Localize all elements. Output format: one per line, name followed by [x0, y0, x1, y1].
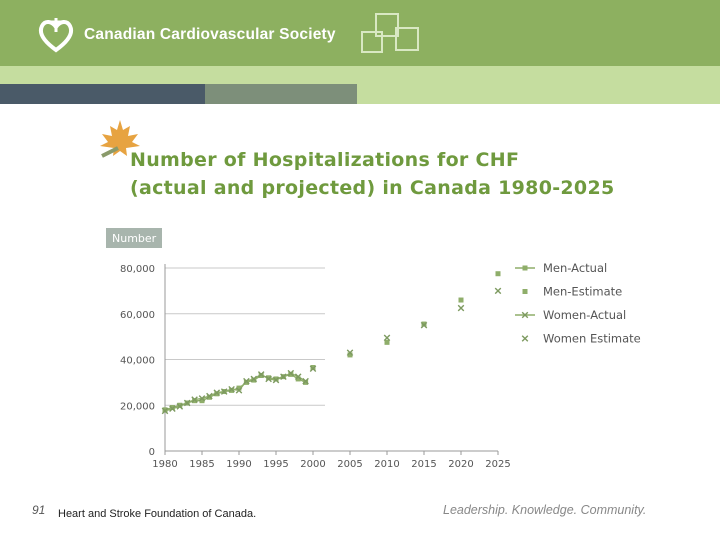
x-tick-label: 2015: [411, 459, 436, 470]
heart-logo-icon: [38, 18, 74, 53]
y-tick-label: 40,000: [120, 356, 155, 367]
slide-number: 91: [32, 503, 46, 517]
data-point-2: [206, 392, 213, 400]
legend-label: Men-Estimate: [543, 285, 622, 299]
ylabel-box: [106, 228, 162, 248]
data-point-0: [273, 376, 279, 382]
data-point-2: [220, 388, 228, 395]
data-point-0: [258, 373, 264, 379]
data-point-0: [206, 394, 212, 400]
legend-marker: [521, 335, 529, 342]
x-tick-label: 1990: [226, 459, 251, 470]
slide-title: Number of Hospitalizations for CHF (actu…: [130, 146, 615, 202]
y-tick-label: 0: [149, 447, 155, 458]
data-point-1: [347, 352, 353, 358]
data-point-2: [235, 387, 243, 394]
legend-marker: [522, 265, 528, 271]
data-point-3: [383, 334, 391, 342]
data-point-0: [169, 405, 175, 411]
x-tick-label: 2000: [300, 459, 325, 470]
data-point-2: [169, 405, 176, 412]
header-stripe-mid: [205, 84, 357, 104]
data-point-0: [266, 375, 272, 381]
header-stripe-light: [0, 66, 720, 84]
data-point-2: [176, 403, 184, 410]
data-point-0: [229, 387, 235, 393]
source-note: Heart and Stroke Foundation of Canada.: [58, 508, 257, 520]
data-point-0: [214, 391, 220, 397]
data-point-3: [420, 321, 428, 329]
data-point-1: [495, 271, 501, 277]
data-point-2: [243, 377, 250, 385]
data-point-1: [421, 321, 427, 327]
legend-label: Men-Actual: [543, 261, 607, 275]
y-tick-label: 20,000: [120, 401, 155, 412]
x-tick-label: 2005: [337, 459, 362, 470]
maple-leaf-icon: [100, 120, 140, 158]
data-point-1: [310, 365, 316, 371]
y-tick-label: 60,000: [120, 310, 155, 321]
x-tick-label: 2025: [485, 459, 510, 470]
x-tick-label: 2010: [374, 459, 399, 470]
data-point-2: [191, 396, 198, 403]
header-bar: Canadian Cardiovascular Society: [0, 0, 720, 66]
data-point-2: [280, 373, 287, 380]
data-point-2: [250, 375, 258, 383]
title-line-1: Number of Hospitalizations for CHF: [130, 149, 520, 171]
data-point-2: [183, 399, 191, 407]
legend-label: Women-Actual: [543, 308, 626, 322]
org-name: Canadian Cardiovascular Society: [84, 26, 336, 43]
y-axis-label: Number: [112, 232, 157, 245]
title-line-2: (actual and projected) in Canada 1980-20…: [130, 177, 615, 199]
data-point-2: [287, 369, 295, 377]
data-point-2: [257, 371, 265, 378]
data-point-3: [309, 365, 317, 372]
header-stripe-pale: [357, 84, 720, 104]
data-point-0: [243, 379, 249, 385]
data-point-2: [161, 407, 169, 415]
tagline: Leadership. Knowledge. Community.: [443, 503, 647, 517]
decorative-squares-icon: [361, 13, 419, 53]
data-point-0: [288, 371, 294, 377]
data-point-0: [295, 376, 301, 382]
legend-marker: [521, 311, 529, 319]
hospitalizations-chart: Number 0 20,000 40,000 60,000 80,000 1980 1985 1…: [106, 228, 641, 470]
data-point-0: [162, 407, 168, 413]
x-tick-label: 1980: [152, 459, 177, 470]
data-point-3: [346, 349, 354, 356]
data-point-2: [228, 385, 235, 393]
legend-label: Women Estimate: [543, 332, 641, 346]
x-tick-label: 1985: [189, 459, 214, 470]
data-point-0: [236, 385, 242, 391]
data-point-1: [458, 297, 464, 303]
data-point-0: [199, 398, 205, 404]
data-point-2: [198, 395, 206, 402]
x-tick-label: 2020: [448, 459, 473, 470]
data-point-0: [303, 379, 309, 385]
data-point-0: [251, 377, 257, 383]
data-point-3: [494, 287, 502, 295]
legend-marker: [522, 289, 528, 294]
data-point-2: [302, 377, 309, 385]
data-point-2: [213, 389, 221, 396]
data-point-0: [177, 402, 183, 408]
header-stripe-dark: [0, 84, 205, 104]
data-point-2: [272, 376, 280, 384]
x-tick-label: 1995: [263, 459, 288, 470]
data-point-3: [457, 304, 465, 312]
data-point-1: [384, 339, 390, 345]
y-tick-label: 80,000: [120, 264, 155, 275]
data-point-0: [192, 398, 198, 404]
data-point-2: [265, 375, 272, 383]
data-point-2: [294, 373, 302, 380]
